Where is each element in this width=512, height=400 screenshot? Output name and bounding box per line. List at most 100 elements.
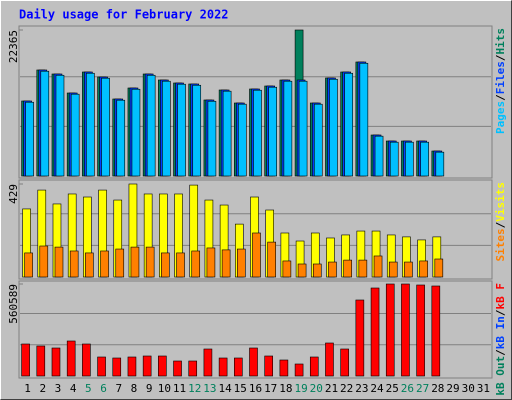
x-tick-label: 25	[386, 382, 399, 395]
x-tick-label: 27	[416, 382, 429, 395]
bar	[238, 103, 247, 177]
bar	[51, 347, 61, 377]
x-tick-label: 5	[85, 382, 92, 395]
x-tick-label: 31	[477, 382, 490, 395]
x-tick-label: 30	[462, 382, 475, 395]
bar	[85, 252, 94, 278]
legend: Sites/Visits	[494, 182, 507, 262]
bar	[21, 343, 30, 377]
y-tick-label: 22365	[7, 30, 20, 63]
x-tick-label: 18	[279, 382, 292, 395]
bar	[55, 74, 65, 177]
legend-separator: /	[494, 54, 507, 61]
bar	[344, 72, 353, 177]
bar	[404, 261, 413, 278]
x-tick-label: 16	[249, 382, 262, 395]
x-tick-label: 8	[131, 382, 138, 395]
bar	[340, 348, 349, 377]
y-tick-label: 429	[7, 184, 20, 204]
legend-entry: Sites	[494, 228, 507, 261]
bar	[268, 86, 277, 177]
bar	[221, 249, 231, 278]
legend-separator: /	[494, 349, 507, 356]
bar	[54, 246, 64, 278]
bar	[282, 260, 292, 278]
x-tick-label: 3	[55, 382, 62, 395]
legend: Pages/Files/Hits	[494, 28, 507, 134]
x-tick-label: 24	[370, 382, 384, 395]
bar	[283, 80, 293, 177]
x-tick-label: 7	[115, 382, 122, 395]
bar	[355, 299, 365, 377]
x-tick-label: 10	[158, 382, 171, 395]
legend-separator: /	[494, 309, 507, 316]
bar	[328, 261, 337, 278]
x-tick-label: 23	[355, 382, 368, 395]
x-tick-label: 15	[234, 382, 247, 395]
bar	[188, 360, 198, 377]
bar	[69, 250, 79, 278]
bar	[24, 252, 33, 278]
chart-title: Daily usage for February 2022	[19, 8, 229, 22]
x-tick-label: 6	[100, 382, 107, 395]
x-tick-label: 20	[310, 382, 323, 395]
x-tick-label: 22	[340, 382, 353, 395]
bar	[25, 101, 34, 177]
legend-entry: kB F	[494, 283, 507, 310]
bar	[420, 141, 429, 177]
x-tick-label: 21	[325, 382, 338, 395]
bar	[313, 103, 323, 177]
bar	[374, 135, 384, 177]
bar	[142, 355, 152, 377]
x-tick-label: 11	[173, 382, 186, 395]
bar	[401, 283, 410, 377]
bar	[206, 247, 216, 278]
bar	[39, 245, 49, 278]
bar	[158, 355, 167, 377]
bar	[279, 359, 289, 377]
y-tick-label: 560589	[7, 284, 20, 324]
bar	[82, 343, 91, 377]
bar	[191, 250, 201, 278]
bar	[385, 283, 395, 377]
bar	[431, 285, 441, 377]
legend-entry: kB Out	[494, 356, 507, 396]
bar	[131, 88, 141, 177]
legend-entry: kB In	[494, 316, 507, 349]
x-tick-label: 4	[70, 382, 77, 395]
bar	[116, 99, 126, 177]
bar	[70, 93, 80, 177]
x-tick-label: 26	[401, 382, 414, 395]
bar	[173, 360, 182, 377]
bar	[325, 342, 334, 377]
bar	[434, 258, 444, 278]
bar	[161, 252, 170, 278]
bar	[218, 357, 228, 377]
bar	[419, 260, 428, 278]
bar	[207, 100, 217, 177]
bar	[176, 252, 185, 278]
bar	[405, 141, 414, 177]
bar	[294, 363, 304, 377]
x-tick-label: 13	[203, 382, 216, 395]
bar	[329, 78, 338, 177]
bar	[343, 259, 352, 278]
bar	[162, 80, 171, 177]
bar	[112, 357, 122, 377]
bar	[40, 70, 50, 177]
legend-entry: Files	[494, 61, 507, 94]
bar	[298, 80, 308, 177]
bar	[253, 89, 262, 177]
bar	[234, 357, 243, 377]
x-tick-label: 29	[446, 382, 459, 395]
bar	[101, 77, 110, 177]
bar	[86, 72, 95, 177]
bar	[146, 74, 156, 177]
bar	[249, 347, 258, 377]
bar	[435, 151, 445, 177]
bar	[252, 232, 261, 278]
x-tick-label: 12	[188, 382, 201, 395]
x-tick-label: 14	[218, 382, 232, 395]
bar	[66, 340, 76, 377]
bar	[388, 261, 398, 278]
